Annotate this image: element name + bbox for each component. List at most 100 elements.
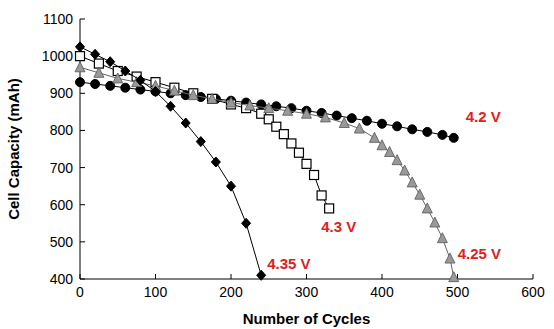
data-point: [227, 181, 236, 191]
y-tick-label: 1000: [42, 48, 73, 64]
y-tick-label: 1100: [43, 11, 73, 27]
y-tick-label: 700: [50, 160, 74, 176]
y-axis-title: Cell Capacity (mAh): [5, 78, 22, 220]
x-tick: [382, 274, 383, 279]
data-point: [91, 49, 100, 59]
x-tick: [533, 274, 534, 279]
data-point: [169, 85, 179, 95]
x-tick-label: 600: [521, 284, 545, 300]
data-point: [113, 73, 123, 83]
y-tick-label: 900: [50, 85, 74, 101]
data-point: [339, 118, 349, 128]
data-point: [449, 133, 458, 142]
y-tick-label: 400: [50, 271, 74, 287]
y-tick-label: 800: [50, 122, 74, 138]
y-tick: [80, 130, 85, 131]
data-point: [354, 123, 364, 133]
data-point: [188, 90, 198, 100]
data-point: [76, 52, 85, 61]
y-tick: [80, 279, 85, 280]
data-point: [94, 67, 104, 77]
data-point: [151, 86, 160, 96]
data-point: [378, 119, 387, 128]
y-tick: [80, 19, 85, 20]
data-point: [75, 62, 85, 72]
x-axis-title: Number of Cycles: [243, 310, 371, 327]
chart-root: 400 500 600 700 800 900 1000 1100 0 100 200 300 400 5…: [0, 0, 554, 329]
data-point: [245, 100, 255, 110]
data-point: [294, 148, 303, 157]
data-point: [121, 83, 130, 92]
data-point: [208, 94, 217, 103]
data-point: [408, 125, 417, 134]
data-point: [362, 116, 371, 125]
data-point: [279, 130, 288, 139]
x-tick-label: 300: [295, 284, 319, 300]
data-point: [438, 130, 447, 139]
series-label: 4.3 V: [321, 218, 356, 235]
data-point: [377, 140, 387, 150]
x-tick-label: 100: [144, 284, 168, 300]
chart-svg: 400 500 600 700 800 900 1000 1100 0 100 200 300 400 5…: [0, 0, 554, 329]
data-point: [257, 270, 266, 280]
data-point: [437, 233, 447, 243]
series-line: [80, 82, 454, 138]
data-point: [347, 114, 356, 123]
data-point: [407, 177, 417, 187]
data-point: [76, 42, 85, 52]
data-point: [369, 132, 379, 142]
data-point: [181, 118, 190, 128]
data-point: [445, 253, 455, 263]
data-point: [317, 191, 326, 200]
data-point: [166, 101, 175, 111]
series-label: 4.25 V: [458, 245, 501, 262]
data-point: [320, 112, 330, 122]
data-point: [264, 103, 274, 113]
y-tick: [80, 241, 85, 242]
data-point: [76, 78, 85, 87]
data-point: [106, 57, 115, 67]
data-point: [287, 139, 296, 148]
data-point: [302, 108, 312, 118]
x-tick-label: 400: [370, 284, 394, 300]
data-point: [430, 217, 440, 227]
data-point: [325, 204, 334, 213]
data-point: [121, 66, 130, 76]
series-line: [80, 47, 261, 275]
data-point: [310, 171, 319, 180]
y-tick: [80, 93, 85, 94]
data-point: [449, 272, 459, 282]
y-tick-label: 600: [50, 197, 74, 213]
data-point: [332, 111, 341, 120]
data-point: [211, 157, 220, 167]
data-point: [226, 97, 236, 107]
x-tick-label: 200: [219, 284, 243, 300]
series-line: [80, 56, 329, 208]
data-point: [423, 127, 432, 136]
data-point: [283, 105, 293, 115]
x-tick: [231, 274, 232, 279]
x-tick-label: 500: [446, 284, 470, 300]
data-point: [196, 137, 205, 147]
plot-marks: [75, 42, 459, 282]
data-point: [415, 189, 425, 199]
y-tick-label: 500: [50, 234, 74, 250]
data-point: [393, 122, 402, 131]
series-label: 4.35 V: [267, 255, 310, 272]
series-line: [80, 67, 454, 277]
data-point: [136, 75, 145, 85]
x-tick: [306, 274, 307, 279]
x-tick-label: 0: [76, 284, 84, 300]
data-point: [302, 159, 311, 168]
data-point: [385, 146, 395, 156]
data-point: [242, 218, 251, 228]
x-tick: [80, 274, 81, 279]
data-point: [422, 203, 432, 213]
series-label: 4.2 V: [466, 108, 501, 125]
y-tick: [80, 204, 85, 205]
x-tick: [155, 274, 156, 279]
y-tick: [80, 167, 85, 168]
data-point: [392, 155, 402, 165]
data-point: [207, 93, 217, 103]
data-point: [400, 165, 410, 175]
